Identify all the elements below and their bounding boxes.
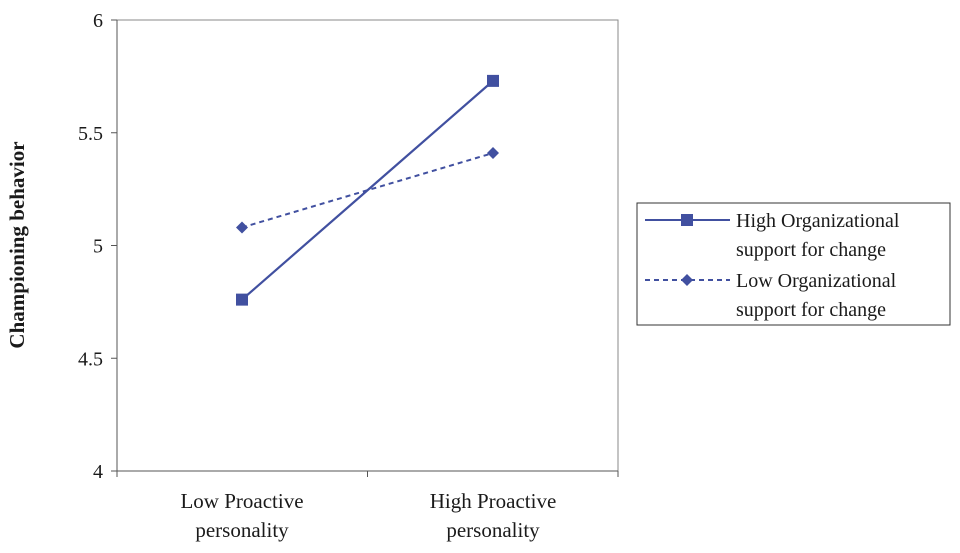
legend-marker-square xyxy=(681,214,693,226)
y-tick-label: 5 xyxy=(93,236,103,258)
series-line-low-support xyxy=(241,152,494,229)
series-layer xyxy=(236,74,499,306)
y-axis-label: Championing behavior xyxy=(5,141,29,348)
data-point-square xyxy=(236,293,248,306)
y-tick-label: 5.5 xyxy=(78,123,103,145)
legend-label: support for change xyxy=(736,299,886,321)
data-point-square xyxy=(487,74,499,87)
legend-items: High Organizational support for change Low… xyxy=(645,210,900,321)
data-point-diamond xyxy=(487,147,499,160)
x-tick-label: personality xyxy=(446,518,540,542)
y-tick-label: 6 xyxy=(93,10,103,32)
data-point-diamond xyxy=(236,221,248,234)
legend: High Organizational support for change Low… xyxy=(636,202,951,326)
y-tick-label: 4 xyxy=(93,461,103,483)
x-axis-ticks: Low Proactive personality High Proactive pe… xyxy=(116,471,619,542)
y-tick-label: 4.5 xyxy=(78,348,103,370)
y-axis-ticks: 4 4.5 5 5.5 6 xyxy=(78,10,117,483)
x-tick-label: personality xyxy=(195,518,289,542)
x-tick-label: Low Proactive xyxy=(180,489,303,513)
legend-label: support for change xyxy=(736,239,886,261)
x-tick-label: High Proactive xyxy=(430,489,557,513)
legend-label: Low Organizational xyxy=(736,270,897,292)
plot-area-frame xyxy=(116,19,619,472)
legend-marker-diamond xyxy=(681,274,693,286)
legend-label: High Organizational xyxy=(736,210,900,232)
